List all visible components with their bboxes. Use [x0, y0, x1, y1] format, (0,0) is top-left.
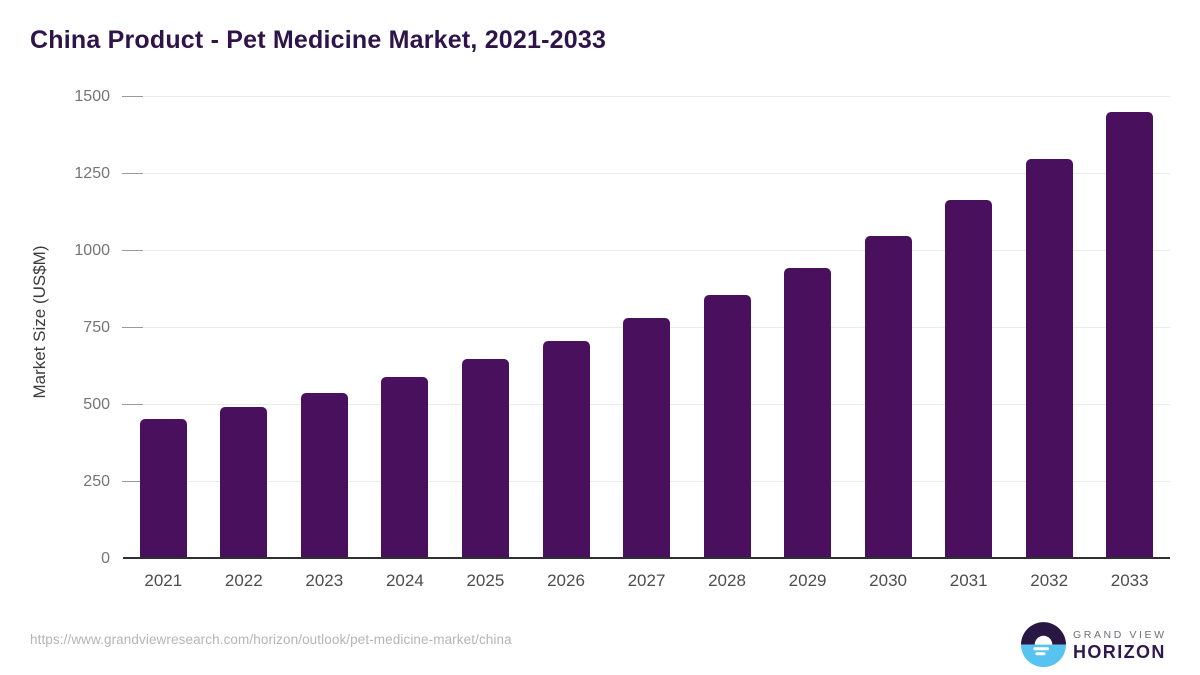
y-tick-label: 1250 [74, 164, 110, 182]
brand-logo: GRAND VIEW HORIZON [1021, 622, 1167, 667]
bar-2027 [623, 317, 670, 558]
bar-2021 [139, 419, 187, 558]
bar-2023 [300, 392, 348, 558]
bar-2032 [1025, 158, 1073, 558]
bar-2024 [381, 376, 429, 558]
gridline [123, 249, 1170, 251]
brand-wordmark: GRAND VIEW HORIZON [1073, 626, 1167, 663]
x-tick-label: 2033 [1110, 571, 1149, 590]
y-tick-mark [122, 403, 143, 405]
bar-2030 [864, 235, 912, 558]
bar-2022 [220, 406, 268, 558]
brand-line-horizon: HORIZON [1073, 642, 1166, 662]
y-tick-label: 750 [83, 318, 110, 336]
x-tick-label: 2023 [305, 571, 344, 590]
bar-2029 [784, 267, 832, 558]
bar-2028 [703, 295, 751, 558]
x-tick-label: 2030 [869, 571, 907, 590]
brand-line-grand-view: GRAND VIEW [1073, 629, 1167, 641]
gridline [123, 95, 1170, 97]
bar-2031 [945, 200, 993, 558]
horizon-logo-icon [1021, 622, 1066, 667]
x-tick-label: 2025 [466, 571, 505, 590]
y-tick-mark [122, 249, 143, 251]
chart-title: China Product - Pet Medicine Market, 202… [30, 26, 607, 54]
x-tick-label: 2027 [627, 571, 666, 590]
y-tick-mark [122, 326, 143, 328]
bar-2025 [461, 359, 509, 558]
y-tick-label: 1000 [74, 241, 110, 259]
source-url: https://www.grandviewresearch.com/horizo… [30, 632, 512, 647]
x-tick-label: 2022 [224, 571, 263, 590]
gridline [123, 172, 1170, 174]
x-tick-label: 2024 [385, 571, 424, 590]
x-axis-line [123, 557, 1170, 559]
bar-2026 [542, 340, 590, 558]
x-tick-label: 2026 [547, 571, 585, 590]
y-tick-label: 500 [83, 395, 110, 413]
y-tick-label: 0 [101, 549, 110, 567]
y-tick-mark [122, 480, 143, 482]
x-tick-label: 2029 [788, 571, 827, 590]
x-tick-label: 2021 [144, 571, 183, 590]
y-tick-mark [122, 172, 143, 174]
bar-2033 [1106, 111, 1154, 558]
y-tick-label: 250 [83, 472, 110, 490]
x-tick-label: 2028 [708, 571, 746, 590]
x-tick-label: 2031 [949, 571, 988, 590]
y-tick-label: 1500 [74, 87, 110, 105]
y-tick-mark [122, 95, 143, 97]
x-tick-label: 2032 [1030, 571, 1069, 590]
